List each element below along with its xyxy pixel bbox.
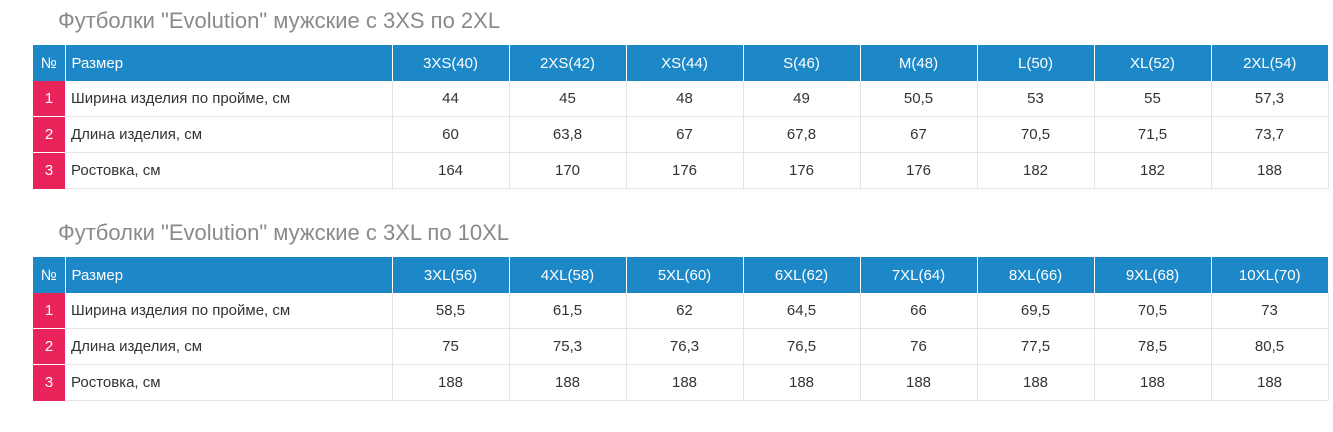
table-cell: 58,5 bbox=[392, 293, 510, 329]
table-cell: 50,5 bbox=[860, 81, 978, 117]
row-number: 3 bbox=[33, 152, 65, 189]
table-row: 2 Длина изделия, см 60 63,8 67 67,8 67 7… bbox=[33, 116, 1329, 153]
table-cell: 69,5 bbox=[977, 293, 1095, 329]
table-cell: 188 bbox=[860, 364, 978, 401]
table-cell: 71,5 bbox=[1094, 116, 1212, 153]
table-cell: 182 bbox=[977, 152, 1095, 189]
header-size: 3XL(56) bbox=[392, 257, 510, 293]
table-cell: 76 bbox=[860, 328, 978, 365]
table-cell: 78,5 bbox=[1094, 328, 1212, 365]
table-cell: 61,5 bbox=[509, 293, 627, 329]
table-cell: 176 bbox=[626, 152, 744, 189]
table-cell: 76,3 bbox=[626, 328, 744, 365]
header-size: L(50) bbox=[977, 45, 1095, 81]
row-number: 2 bbox=[33, 116, 65, 153]
row-label: Ширина изделия по пройме, см bbox=[65, 81, 393, 117]
header-size: 5XL(60) bbox=[626, 257, 744, 293]
header-size-label: Размер bbox=[65, 257, 393, 293]
table-cell: 45 bbox=[509, 81, 627, 117]
row-label: Ширина изделия по пройме, см bbox=[65, 293, 393, 329]
table-cell: 44 bbox=[392, 81, 510, 117]
size-table: № Размер 3XL(56) 4XL(58) 5XL(60) 6XL(62)… bbox=[33, 257, 1329, 401]
table-cell: 188 bbox=[743, 364, 861, 401]
table-cell: 188 bbox=[1211, 152, 1329, 189]
row-label: Длина изделия, см bbox=[65, 328, 393, 365]
header-size: 9XL(68) bbox=[1094, 257, 1212, 293]
table-cell: 80,5 bbox=[1211, 328, 1329, 365]
table-cell: 188 bbox=[1094, 364, 1212, 401]
table-cell: 73,7 bbox=[1211, 116, 1329, 153]
row-label: Длина изделия, см bbox=[65, 116, 393, 153]
header-num: № bbox=[33, 45, 66, 81]
row-number: 2 bbox=[33, 328, 65, 365]
table-cell: 67 bbox=[860, 116, 978, 153]
table-header-row: № Размер 3XL(56) 4XL(58) 5XL(60) 6XL(62)… bbox=[33, 257, 1328, 293]
row-number: 3 bbox=[33, 364, 65, 401]
table-header-row: № Размер 3XS(40) 2XS(42) XS(44) S(46) M(… bbox=[33, 45, 1328, 81]
table-cell: 63,8 bbox=[509, 116, 627, 153]
table-cell: 75,3 bbox=[509, 328, 627, 365]
header-num: № bbox=[33, 257, 66, 293]
header-size: XS(44) bbox=[626, 45, 744, 81]
table-cell: 188 bbox=[626, 364, 744, 401]
table-cell: 164 bbox=[392, 152, 510, 189]
header-size: S(46) bbox=[743, 45, 861, 81]
header-size: 8XL(66) bbox=[977, 257, 1095, 293]
section-title: Футболки "Evolution" мужские с 3XL по 10… bbox=[58, 220, 510, 245]
table-cell: 188 bbox=[509, 364, 627, 401]
table-cell: 57,3 bbox=[1211, 81, 1329, 117]
header-size: 3XS(40) bbox=[392, 45, 510, 81]
row-number: 1 bbox=[33, 293, 65, 329]
table-cell: 188 bbox=[977, 364, 1095, 401]
row-label: Ростовка, см bbox=[65, 364, 393, 401]
table-cell: 75 bbox=[392, 328, 510, 365]
table-cell: 55 bbox=[1094, 81, 1212, 117]
table-row: 3 Ростовка, см 188 188 188 188 188 188 1… bbox=[33, 364, 1329, 401]
table-cell: 176 bbox=[860, 152, 978, 189]
table-cell: 70,5 bbox=[1094, 293, 1212, 329]
table-row: 2 Длина изделия, см 75 75,3 76,3 76,5 76… bbox=[33, 328, 1329, 365]
header-size: XL(52) bbox=[1094, 45, 1212, 81]
header-size: 4XL(58) bbox=[509, 257, 627, 293]
table-cell: 66 bbox=[860, 293, 978, 329]
row-label: Ростовка, см bbox=[65, 152, 393, 189]
table-row: 3 Ростовка, см 164 170 176 176 176 182 1… bbox=[33, 152, 1329, 189]
row-number: 1 bbox=[33, 81, 65, 117]
table-cell: 67,8 bbox=[743, 116, 861, 153]
header-size: 6XL(62) bbox=[743, 257, 861, 293]
table-cell: 67 bbox=[626, 116, 744, 153]
header-size: 2XL(54) bbox=[1211, 45, 1328, 81]
table-row: 1 Ширина изделия по пройме, см 58,5 61,5… bbox=[33, 293, 1329, 329]
table-cell: 64,5 bbox=[743, 293, 861, 329]
table-cell: 182 bbox=[1094, 152, 1212, 189]
table-cell: 73 bbox=[1211, 293, 1329, 329]
table-cell: 188 bbox=[1211, 364, 1329, 401]
table-cell: 60 bbox=[392, 116, 510, 153]
header-size: 7XL(64) bbox=[860, 257, 978, 293]
header-size: M(48) bbox=[860, 45, 978, 81]
table-cell: 70,5 bbox=[977, 116, 1095, 153]
size-table: № Размер 3XS(40) 2XS(42) XS(44) S(46) M(… bbox=[33, 45, 1329, 189]
table-cell: 76,5 bbox=[743, 328, 861, 365]
table-cell: 170 bbox=[509, 152, 627, 189]
section-title: Футболки "Evolution" мужские с 3XS по 2X… bbox=[58, 8, 501, 33]
table-row: 1 Ширина изделия по пройме, см 44 45 48 … bbox=[33, 81, 1329, 117]
table-cell: 53 bbox=[977, 81, 1095, 117]
table-cell: 49 bbox=[743, 81, 861, 117]
table-cell: 62 bbox=[626, 293, 744, 329]
header-size-label: Размер bbox=[65, 45, 393, 81]
table-cell: 48 bbox=[626, 81, 744, 117]
table-cell: 77,5 bbox=[977, 328, 1095, 365]
header-size: 2XS(42) bbox=[509, 45, 627, 81]
table-cell: 176 bbox=[743, 152, 861, 189]
table-cell: 188 bbox=[392, 364, 510, 401]
header-size: 10XL(70) bbox=[1211, 257, 1328, 293]
